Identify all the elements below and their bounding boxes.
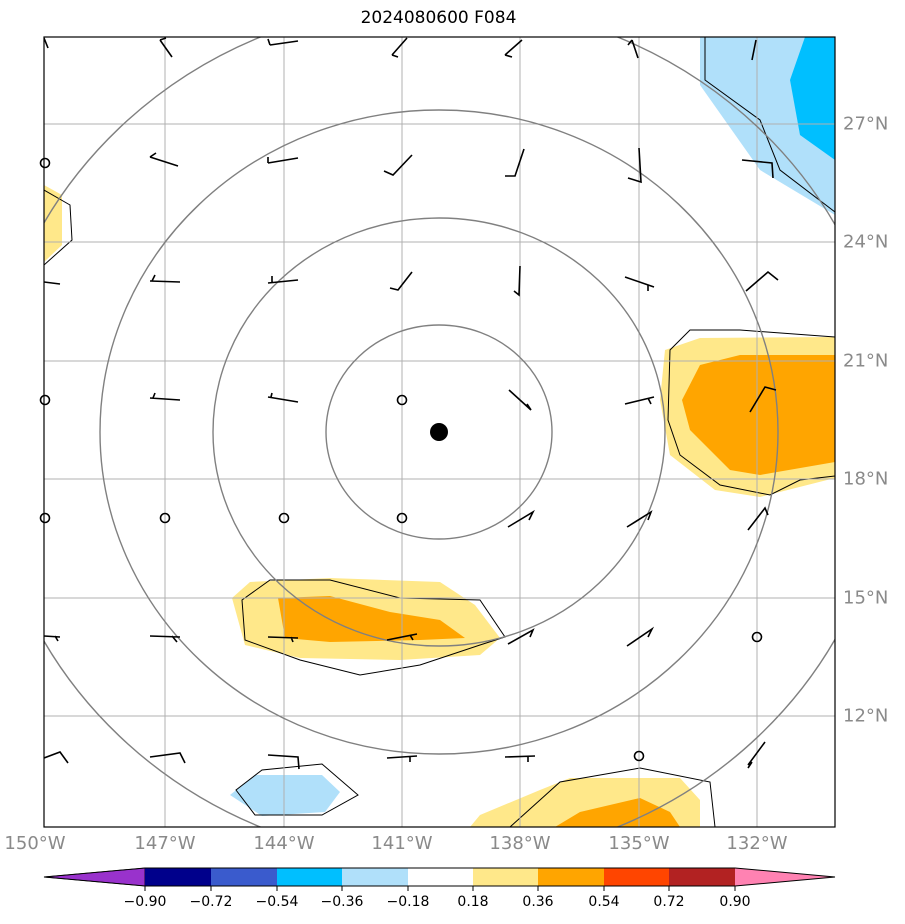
- lon-label-138w: 138°W: [489, 833, 551, 854]
- colorbar-tick-label: 0.54: [588, 894, 620, 910]
- lon-label-144w: 144°W: [253, 833, 315, 854]
- calm-markers: [39, 157, 763, 762]
- storm-center-marker: [430, 423, 448, 441]
- range-rings: [44, 37, 835, 827]
- pos-anomaly-strong-east: [682, 355, 835, 475]
- lon-label-132w: 132°W: [726, 833, 788, 854]
- lat-label-24n: 24°N: [843, 231, 889, 253]
- lon-label-135w: 135°W: [608, 833, 670, 854]
- colorbar-tick-label: −0.18: [386, 894, 430, 910]
- colorbar-tick-label: 0.90: [719, 894, 751, 910]
- lat-label-12n: 12°N: [843, 705, 889, 727]
- map-frame: [43, 36, 836, 828]
- lat-label-18n: 18°N: [843, 468, 889, 490]
- wind-barbs: [44, 37, 779, 770]
- lon-label-147w: 147°W: [134, 833, 196, 854]
- pos-anomaly-west: [44, 185, 62, 262]
- colorbar: [43, 867, 836, 891]
- lat-label-15n: 15°N: [843, 587, 889, 609]
- colorbar-tick-label: −0.90: [123, 894, 167, 910]
- lon-label-150w: 150°W: [4, 833, 66, 854]
- pos-anomaly-strong-south: [555, 798, 680, 827]
- pos-anomaly-strong-central: [278, 596, 465, 642]
- plot-title: 2024080600 F084: [360, 8, 517, 28]
- range-ring-9deg: [99, 109, 779, 755]
- range-ring-3deg: [325, 324, 553, 540]
- colorbar-tick-label: −0.36: [320, 894, 364, 910]
- gridlines: [44, 37, 835, 827]
- lon-label-141w: 141°W: [371, 833, 433, 854]
- colorbar-tick-label: 0.36: [522, 894, 554, 910]
- lat-label-21n: 21°N: [843, 350, 889, 372]
- colorbar-tick-label: 0.18: [457, 894, 489, 910]
- neg-anomaly-south: [230, 775, 340, 816]
- range-ring-6deg: [212, 217, 666, 647]
- colorbar-tick-label: 0.72: [653, 894, 685, 910]
- colorbar-tick-label: −0.72: [189, 894, 233, 910]
- lat-label-27n: 27°N: [843, 113, 889, 135]
- colorbar-tick-label: −0.54: [255, 894, 299, 910]
- neg-anomaly-strong-ne: [790, 37, 835, 160]
